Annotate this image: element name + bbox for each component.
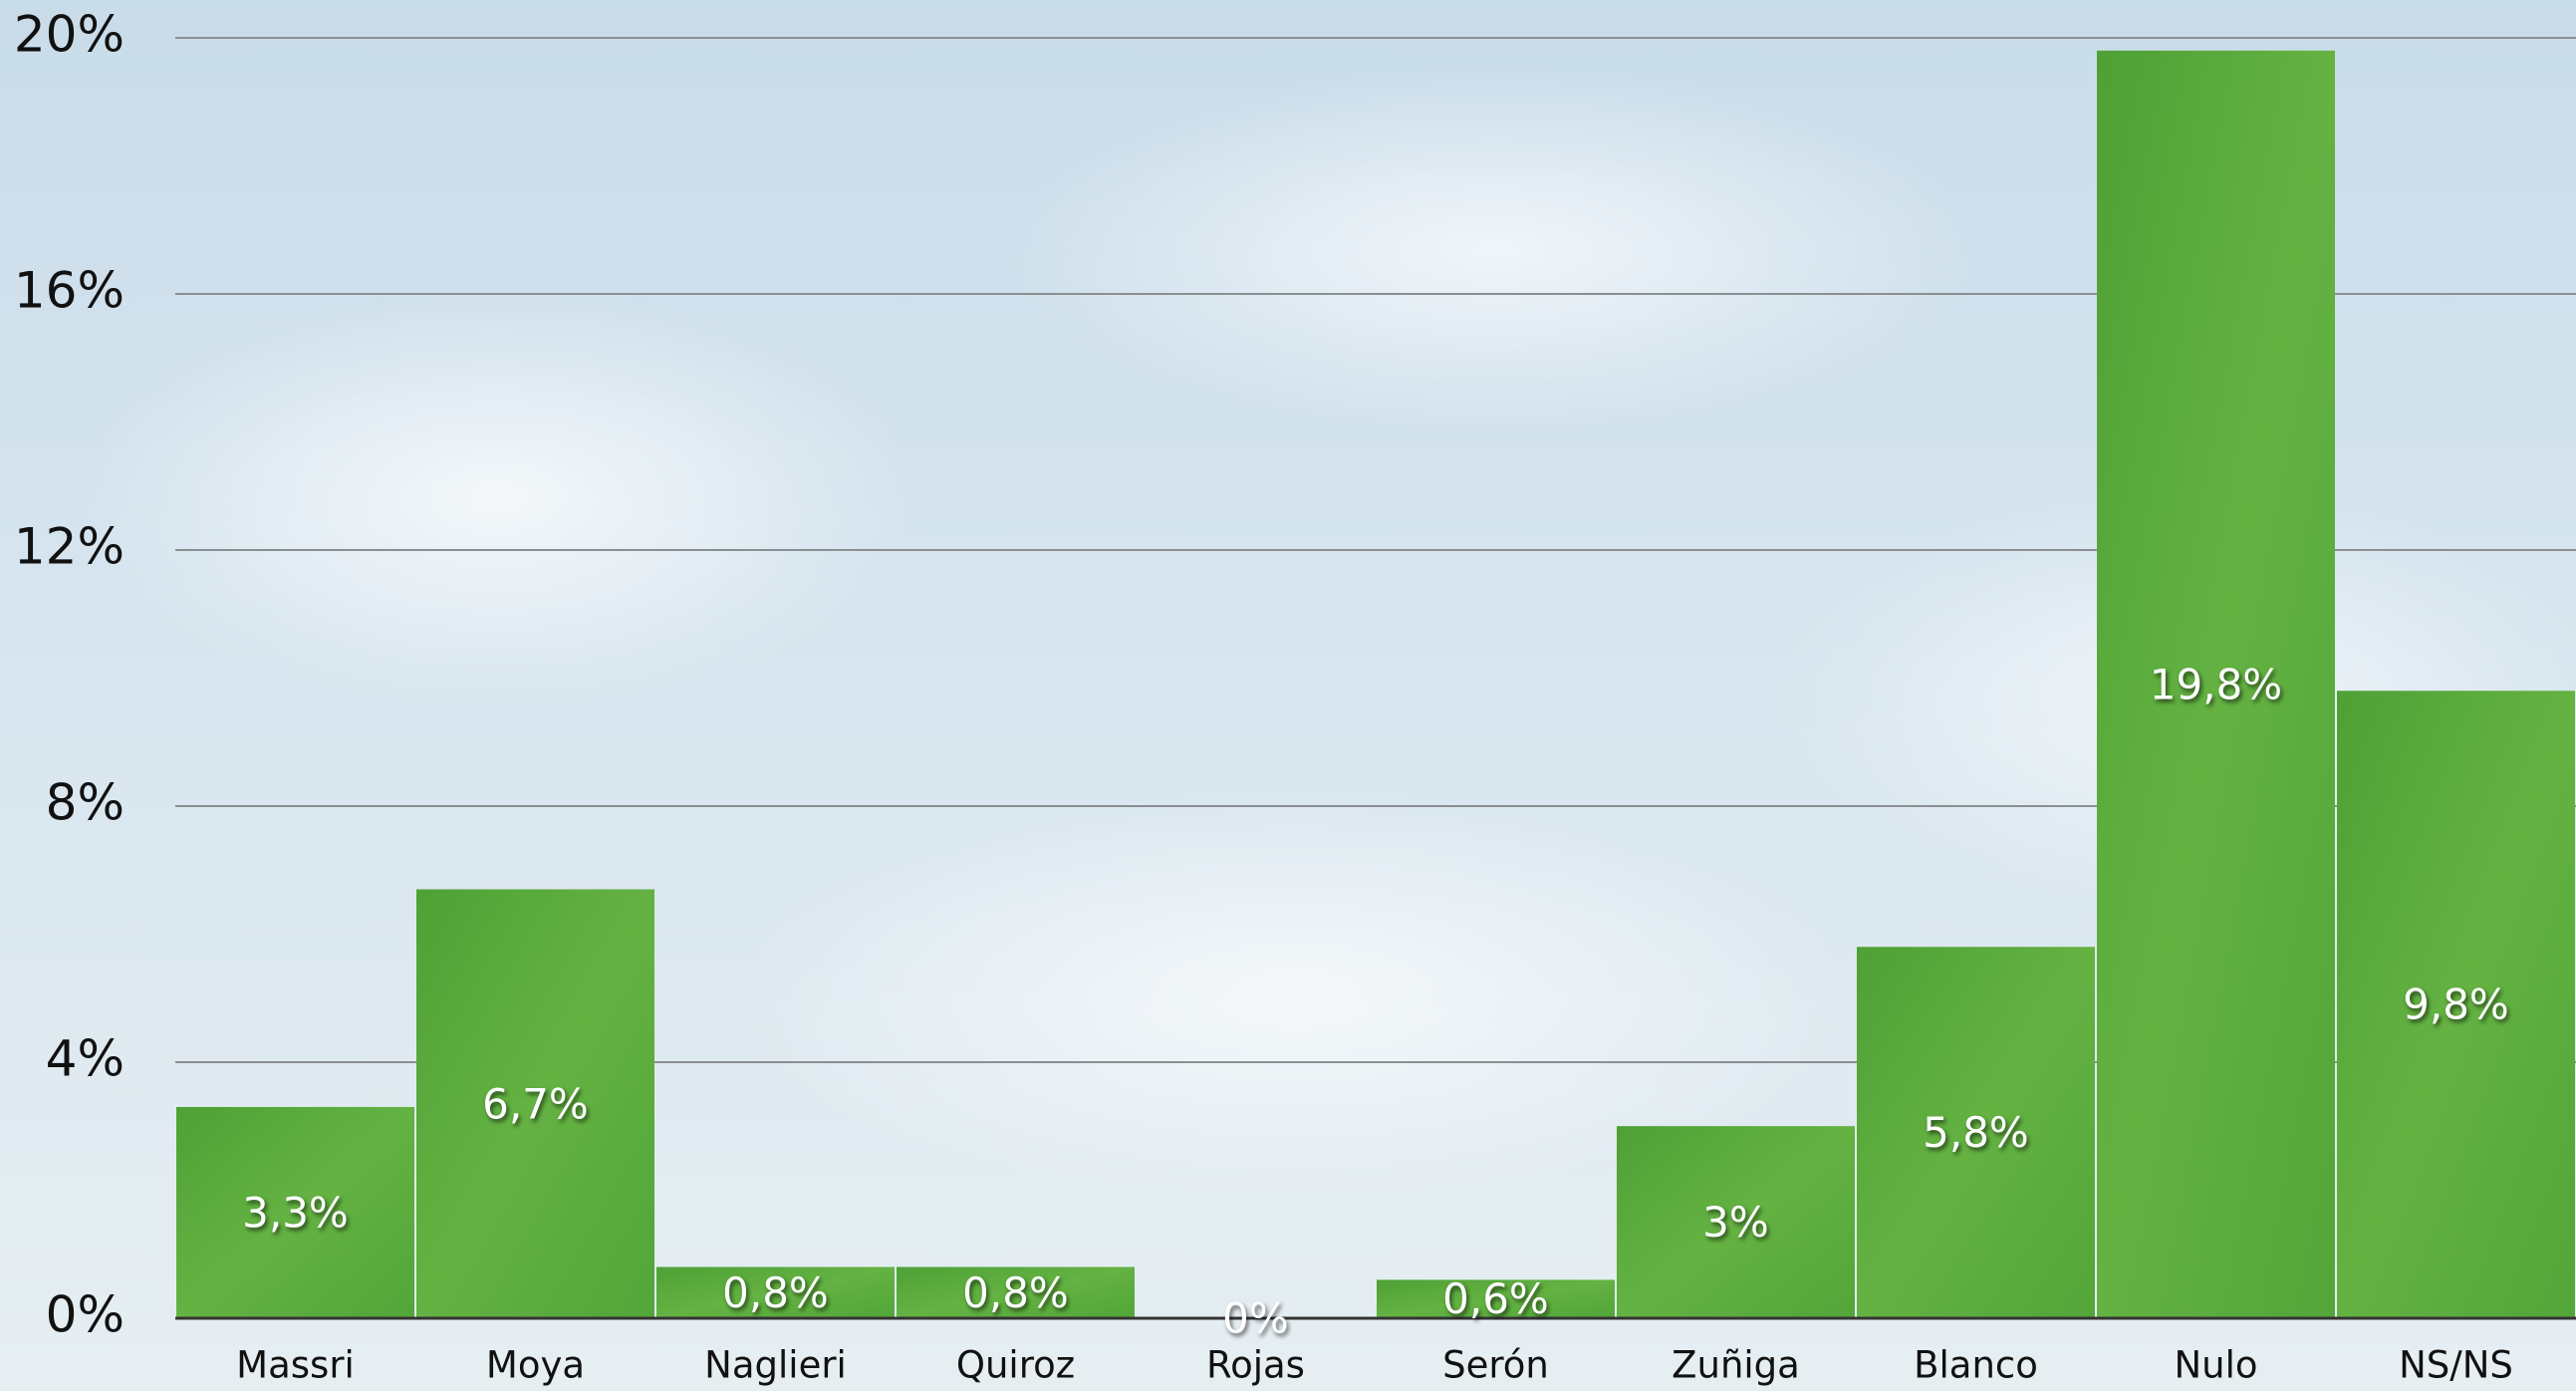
y-tick-label: 0% [46,1286,125,1344]
x-tick-label: Quiroz [956,1344,1075,1387]
x-tick-label: Nulo [2174,1344,2257,1387]
value-label: 9,8% [2403,980,2509,1029]
x-tick-label: Massri [236,1344,355,1387]
value-label: 19,8% [2150,660,2282,708]
y-tick-label: 8% [46,774,125,832]
y-tick-label: 20% [14,6,125,64]
x-tick-label: Zuñiga [1672,1344,1800,1387]
y-tick-label: 12% [14,518,125,576]
value-label: 0,8% [962,1268,1069,1317]
y-tick-label: 16% [14,262,125,320]
x-tick-label: Blanco [1914,1344,2038,1387]
x-tick-label: Naglieri [704,1344,847,1387]
x-tick-label: Rojas [1206,1344,1305,1387]
value-label: 6,7% [482,1079,589,1128]
value-label: 3% [1702,1198,1769,1247]
chart: 0% 4% 8% 12% 16% 20% Massri Moya Naglieri Quiroz R… [0,0,2576,1391]
value-label: 5,8% [1923,1108,2029,1157]
value-label: 3,3% [242,1188,349,1237]
x-tick-label: NS/NS [2399,1344,2513,1387]
value-label: 0% [1222,1294,1289,1343]
value-label: 0,8% [722,1268,829,1317]
page: 0% 4% 8% 12% 16% 20% Massri Moya Naglieri Quiroz R… [0,0,2576,1391]
x-tick-label: Moya [486,1344,585,1387]
x-tick-label: Serón [1442,1344,1549,1387]
value-label: 0,6% [1442,1274,1549,1323]
y-tick-label: 4% [46,1030,125,1088]
